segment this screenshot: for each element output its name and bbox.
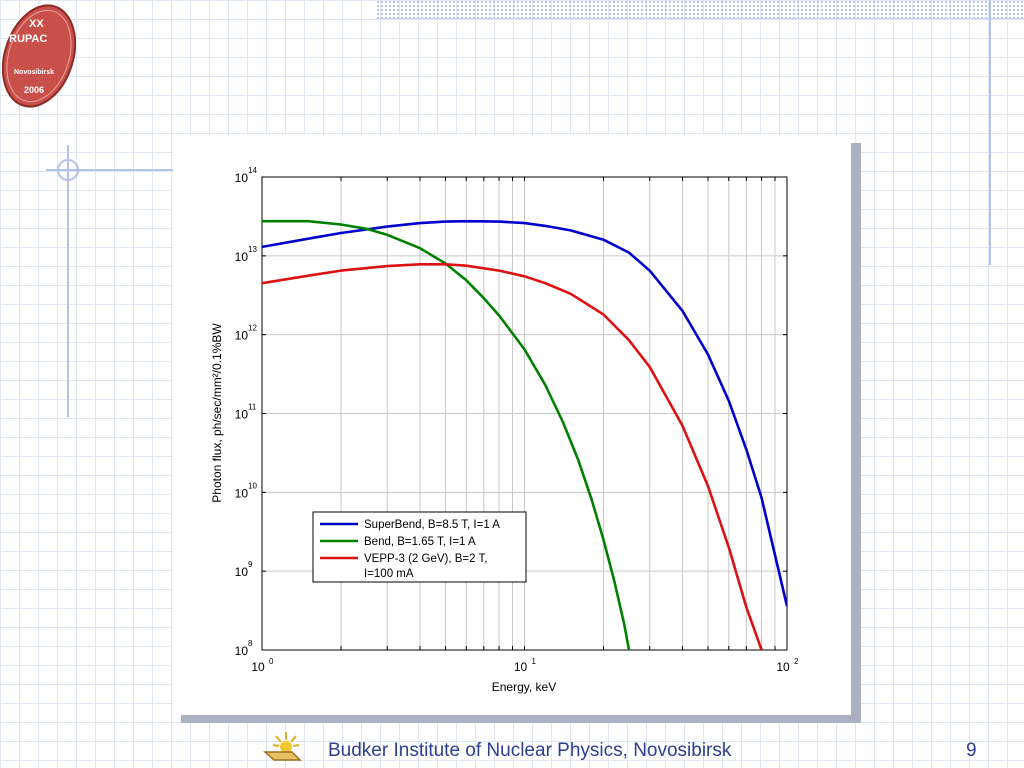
decor-vertical-line-right	[989, 0, 991, 265]
chart-legend: SuperBend, B=8.5 T, I=1 A Bend, B=1.65 T,…	[312, 511, 527, 583]
logo-line2: RUPAC	[9, 33, 47, 45]
x-tick-label: 10	[776, 660, 790, 674]
y-tick-label: 10	[235, 329, 249, 343]
y-tick-exponent: 8	[248, 639, 253, 648]
decor-crosshair-icon	[57, 159, 79, 181]
y-tick-exponent: 11	[248, 403, 257, 412]
series-line-3	[262, 262, 763, 650]
x-tick-exponent: 0	[269, 657, 274, 666]
y-tick-exponent: 13	[248, 245, 257, 254]
x-axis-label: Energy, keV	[492, 680, 556, 694]
y-tick-label: 10	[235, 250, 249, 264]
series-line-2	[262, 219, 631, 650]
x-tick-exponent: 1	[532, 657, 537, 666]
decor-vertical-line-left	[67, 145, 69, 417]
legend-label-3-line2: I=100 mA	[364, 568, 414, 580]
decor-horizontal-line	[46, 169, 176, 171]
y-tick-label: 10	[235, 171, 249, 185]
y-tick-label: 10	[235, 565, 249, 579]
x-tick-label: 10	[251, 660, 265, 674]
logo-line4: 2006	[24, 85, 44, 95]
legend-label-2: Bend, B=1.65 T, I=1 A	[364, 536, 476, 548]
y-tick-exponent: 10	[248, 481, 257, 490]
y-tick-exponent: 9	[248, 560, 253, 569]
sun-hand-icon	[263, 732, 302, 761]
y-tick-exponent: 12	[248, 324, 257, 333]
rupac-logo: XX RUPAC Novosibirsk 2006	[2, 4, 76, 108]
logo-line1: XX	[29, 18, 44, 30]
page-number: 9	[966, 740, 977, 761]
logo-line3: Novosibirsk	[14, 69, 54, 76]
y-tick-label: 10	[235, 644, 249, 658]
chart-series	[262, 219, 787, 650]
x-tick-exponent: 2	[794, 657, 799, 666]
y-tick-label: 10	[235, 486, 249, 500]
footer-institute: Budker Institute of Nuclear Physics, Nov…	[328, 740, 732, 761]
legend-label-1: SuperBend, B=8.5 T, I=1 A	[364, 519, 500, 531]
header-rule	[376, 18, 1024, 19]
y-tick-exponent: 14	[248, 166, 257, 175]
series-line-1	[262, 219, 787, 607]
x-tick-label: 10	[514, 660, 528, 674]
header-dotted-band	[376, 0, 1024, 18]
legend-label-3: VEPP-3 (2 GeV), B=2 T,	[364, 553, 487, 565]
y-tick-label: 10	[235, 408, 249, 422]
y-axis-label: Photon flux, ph/sec/mm²/0.1%BW	[210, 323, 224, 503]
